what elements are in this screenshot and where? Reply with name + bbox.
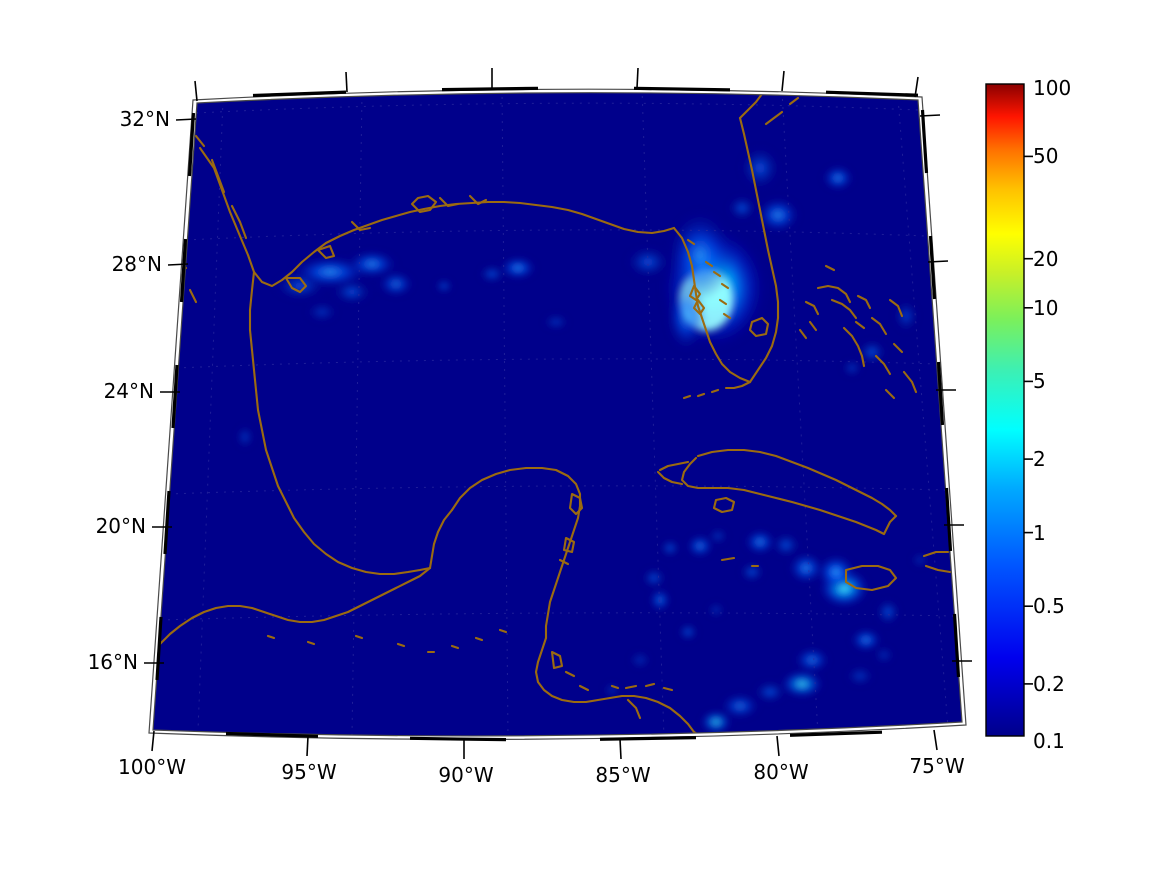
graticule <box>159 92 955 736</box>
colorbar-label-0.1: 0.1 <box>1033 729 1065 753</box>
colorbar-label-10: 10 <box>1033 296 1059 320</box>
precipitation-field <box>236 146 929 734</box>
colorbar-label-2: 2 <box>1033 447 1046 471</box>
colorbar-label-50: 50 <box>1033 144 1059 168</box>
x-tick-label-100w: 100°W <box>118 755 186 779</box>
y-tick-label-24n: 24°N <box>103 379 154 403</box>
colorbar-label-20: 20 <box>1033 247 1059 271</box>
x-tick-label-80w: 80°W <box>753 760 809 784</box>
map-plot-area[interactable] <box>140 67 1033 760</box>
colorbar[interactable] <box>985 83 1033 737</box>
x-tick-label-90w: 90°W <box>438 763 494 787</box>
colorbar-label-1: 1 <box>1033 521 1046 545</box>
y-tick-label-32n: 32°N <box>119 107 170 131</box>
map-frame <box>144 67 972 760</box>
colorbar-label-0.2: 0.2 <box>1033 672 1065 696</box>
y-tick-label-16n: 16°N <box>87 650 138 674</box>
y-tick-label-20n: 20°N <box>95 514 146 538</box>
colorbar-label-5: 5 <box>1033 369 1046 393</box>
coastlines <box>158 92 952 736</box>
x-tick-label-75w: 75°W <box>909 754 965 778</box>
x-tick-label-95w: 95°W <box>281 760 337 784</box>
colorbar-label-100: 100 <box>1033 76 1072 100</box>
colorbar-label-0.5: 0.5 <box>1033 594 1065 618</box>
precip-field-base <box>153 92 962 736</box>
x-tick-label-85w: 85°W <box>595 763 651 787</box>
y-tick-label-28n: 28°N <box>111 252 162 276</box>
